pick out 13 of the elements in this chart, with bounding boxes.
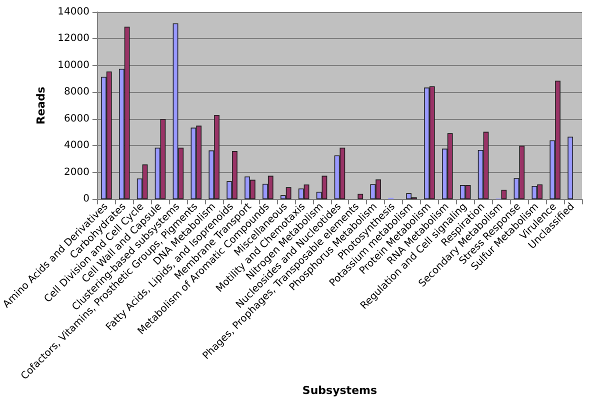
y-tick-label: 0	[83, 194, 90, 205]
y-tick-label: 4000	[64, 140, 90, 152]
y-axis-title: Reads	[34, 86, 48, 124]
bar	[358, 194, 364, 200]
y-tick-label: 10000	[58, 60, 90, 71]
bar	[501, 190, 507, 200]
y-tick-label: 2000	[64, 166, 90, 178]
bar	[568, 136, 574, 200]
y-tick-label: 6000	[64, 113, 90, 124]
y-tick-label: 14000	[58, 6, 90, 18]
y-tick-label: 8000	[64, 86, 90, 98]
y-tick-label: 12000	[58, 33, 90, 44]
x-axis-title: Subsystems	[302, 384, 378, 397]
